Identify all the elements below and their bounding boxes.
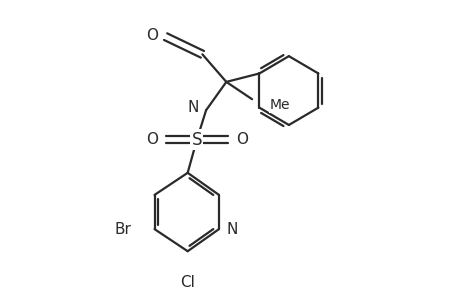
Text: O: O (235, 132, 247, 147)
Text: Br: Br (114, 222, 131, 237)
Text: Me: Me (269, 98, 290, 112)
Text: S: S (191, 131, 202, 149)
Text: N: N (226, 222, 237, 237)
Text: O: O (146, 28, 157, 44)
Text: N: N (187, 100, 198, 115)
Text: Cl: Cl (180, 275, 195, 290)
Text: O: O (146, 132, 157, 147)
